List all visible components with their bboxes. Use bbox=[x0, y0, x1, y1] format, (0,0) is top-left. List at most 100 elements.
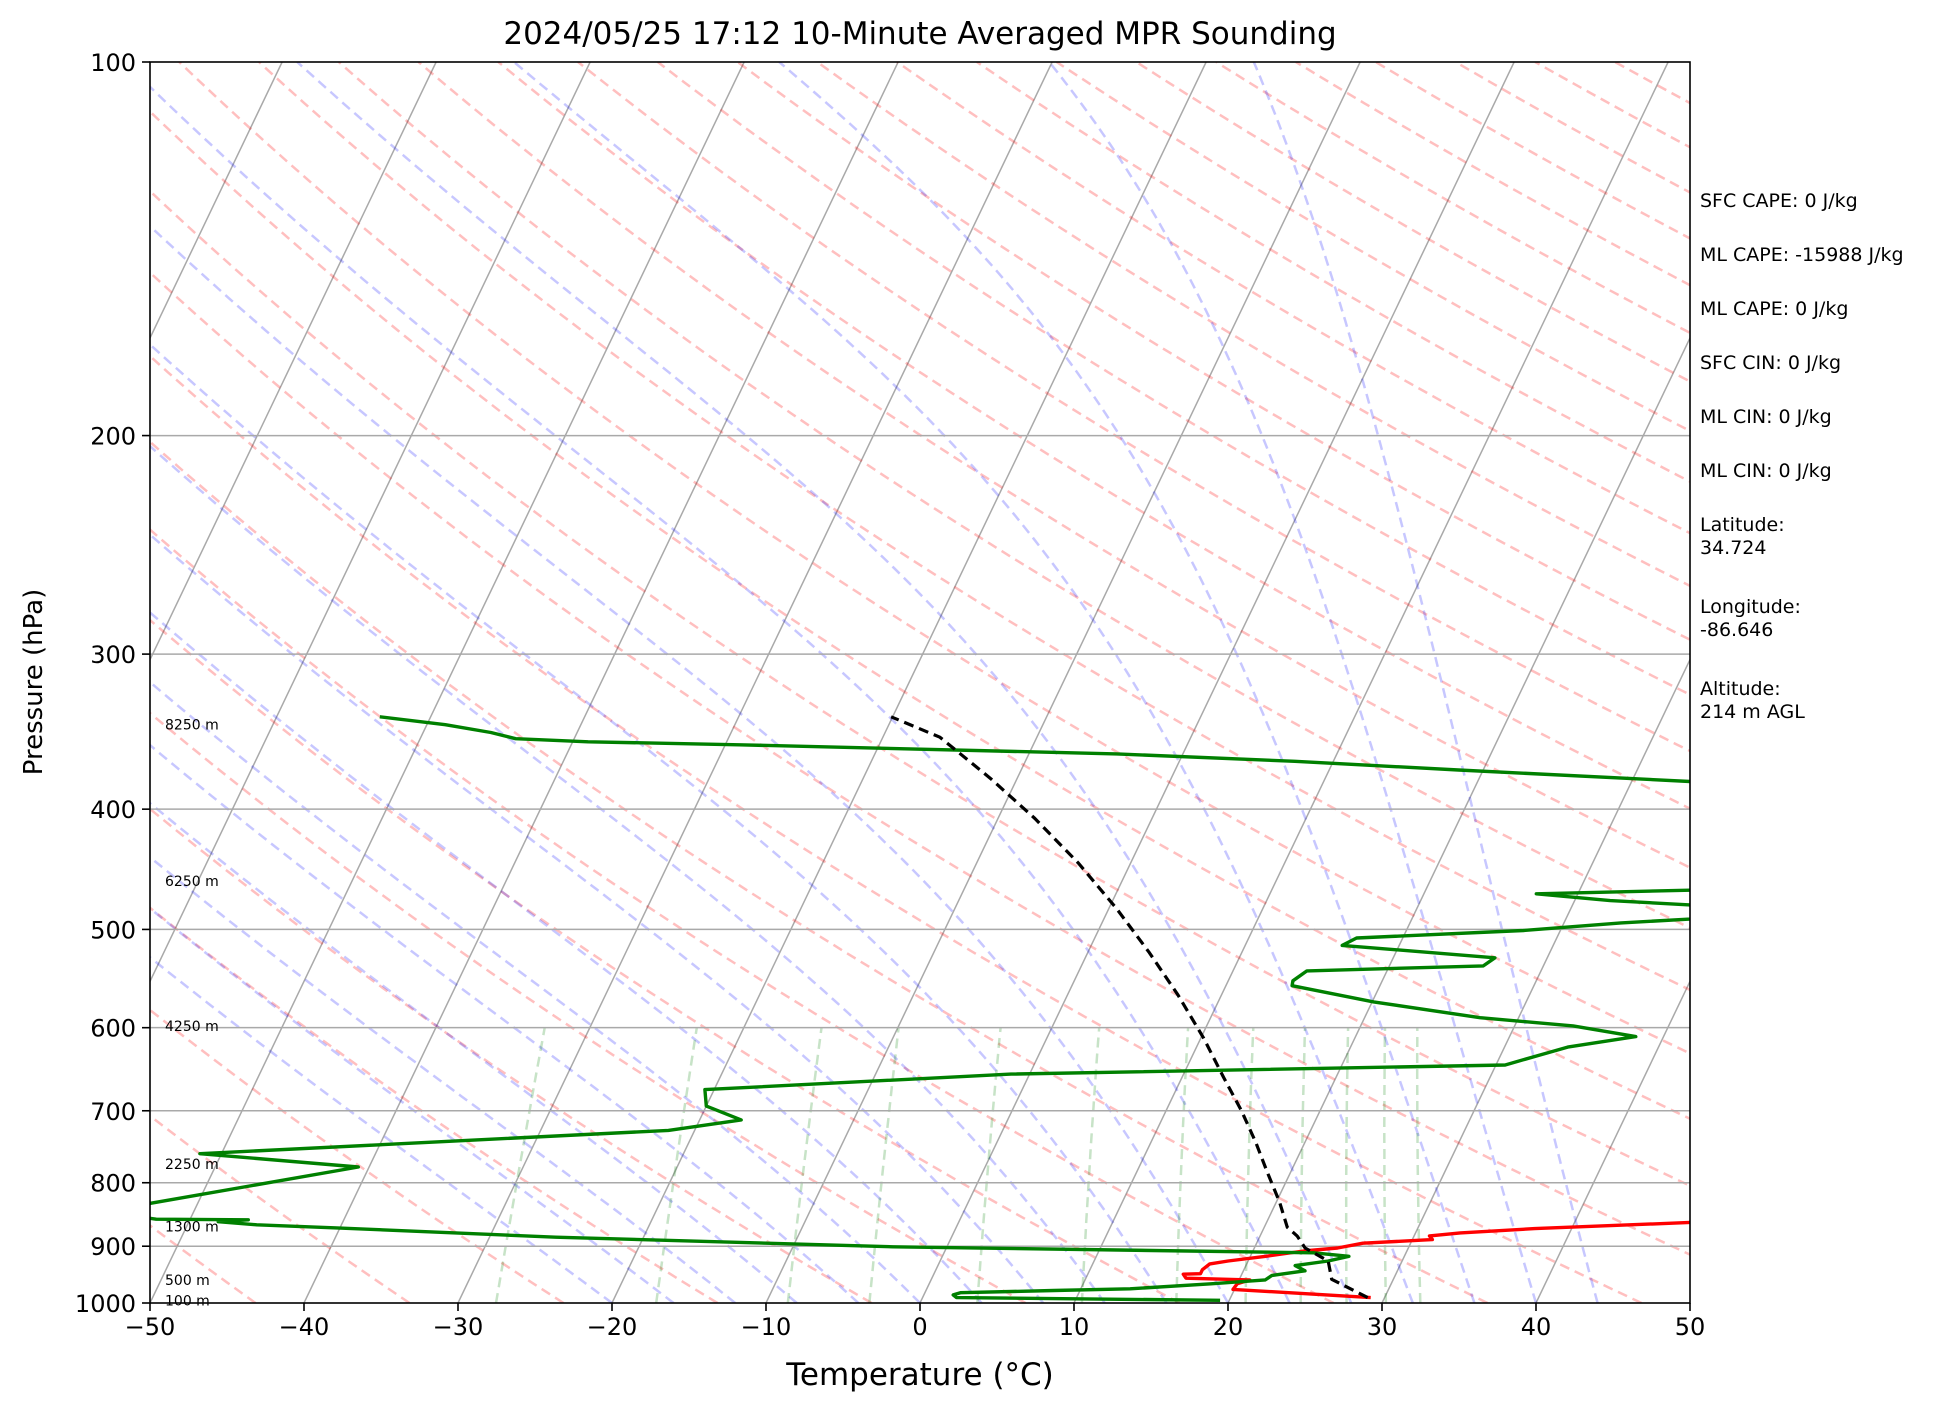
moist-adiabat bbox=[513, 62, 1414, 1303]
y-tick-label: 600 bbox=[90, 1015, 136, 1043]
x-tick-label: 20 bbox=[1213, 1313, 1244, 1341]
moist-adiabat bbox=[1252, 62, 1599, 1303]
x-tick-label: −50 bbox=[125, 1313, 176, 1341]
dry-adiabat bbox=[150, 1114, 411, 1303]
height-label: 4250 m bbox=[165, 1019, 219, 1035]
x-axis-label: Temperature (°C) bbox=[785, 1357, 1054, 1393]
isotherm-line bbox=[765, 62, 1361, 1303]
height-label: 8250 m bbox=[165, 718, 219, 734]
dry-adiabat bbox=[896, 62, 1690, 535]
dry-adiabat bbox=[1215, 62, 1690, 335]
isotherm-line bbox=[1381, 657, 1690, 1303]
height-label: 6250 m bbox=[165, 874, 219, 890]
dry-adiabat bbox=[150, 711, 1027, 1303]
height-label: 1300 m bbox=[165, 1220, 219, 1236]
y-axis: 100 200 300 400 500 600 700 800 900 1000 bbox=[75, 49, 150, 1318]
info-item: Altitude: 214 m AGL bbox=[1700, 678, 1805, 723]
height-label: 500 m bbox=[165, 1273, 210, 1289]
x-tick-label: −20 bbox=[587, 1313, 638, 1341]
mixing-ratio-line bbox=[868, 1027, 900, 1303]
temperature-line bbox=[1181, 1220, 1690, 1300]
moist-adiabat bbox=[296, 62, 1353, 1303]
dry-adiabat bbox=[150, 354, 1643, 1303]
dry-adiabat bbox=[150, 109, 1690, 1121]
mixing-ratio-line bbox=[1244, 1027, 1255, 1303]
info-item: SFC CIN: 0 J/kg bbox=[1700, 352, 1842, 374]
series-layer bbox=[150, 715, 1690, 1302]
mixing-ratio-line bbox=[1383, 1027, 1388, 1303]
background-lines bbox=[150, 62, 1690, 1303]
isotherm-line bbox=[1073, 62, 1669, 1303]
dry-adiabat bbox=[657, 62, 1690, 697]
mixing-ratio-line bbox=[1415, 1027, 1422, 1303]
dry-adiabat bbox=[150, 527, 1335, 1303]
info-item: ML CAPE: 0 J/kg bbox=[1700, 298, 1849, 320]
moist-adiabat bbox=[150, 532, 1045, 1303]
isotherm-line bbox=[919, 62, 1515, 1303]
isotherm-line bbox=[1535, 979, 1690, 1303]
moist-adiabat bbox=[150, 801, 798, 1303]
isotherm-line bbox=[611, 62, 1207, 1303]
x-tick-label: 10 bbox=[1059, 1313, 1090, 1341]
info-item: SFC CAPE: 0 J/kg bbox=[1700, 190, 1858, 212]
y-tick-label: 300 bbox=[90, 641, 136, 669]
moist-adiabat bbox=[150, 855, 736, 1303]
dry-adiabat bbox=[150, 189, 1690, 1188]
height-labels: 100 m 500 m 1300 m 2250 m 4250 m 6250 m 8250 m bbox=[165, 718, 219, 1310]
height-label: 100 m bbox=[165, 1293, 210, 1309]
moist-adiabat bbox=[150, 342, 1168, 1303]
isobar-lines bbox=[150, 434, 1690, 1247]
dry-adiabat bbox=[258, 62, 1690, 992]
moist-adiabat bbox=[778, 62, 1476, 1303]
x-tick-label: 30 bbox=[1367, 1313, 1398, 1341]
isotherm-line bbox=[150, 62, 437, 662]
isotherm-line bbox=[457, 62, 1053, 1303]
x-tick-label: 40 bbox=[1521, 1313, 1552, 1341]
x-tick-label: 50 bbox=[1675, 1313, 1706, 1341]
dewpoint-line bbox=[150, 715, 1690, 1302]
y-tick-label: 1000 bbox=[75, 1290, 136, 1318]
moist-adiabat bbox=[150, 224, 1230, 1303]
mixing-ratio-line bbox=[494, 1027, 546, 1303]
mixing-ratio-line bbox=[1344, 1027, 1350, 1303]
y-tick-label: 100 bbox=[90, 49, 136, 77]
moist-adiabat bbox=[150, 444, 1106, 1303]
info-item: Longitude: -86.646 bbox=[1700, 596, 1801, 641]
moist-adiabat bbox=[1048, 62, 1538, 1303]
dry-adiabat bbox=[497, 62, 1690, 810]
mixing-ratio-line bbox=[654, 1027, 699, 1303]
y-tick-label: 500 bbox=[90, 916, 136, 944]
x-tick-label: −30 bbox=[433, 1313, 484, 1341]
moist-adiabat bbox=[150, 743, 860, 1303]
y-axis-label: Pressure (hPa) bbox=[19, 589, 49, 776]
isotherm-line bbox=[150, 62, 591, 984]
y-tick-label: 400 bbox=[90, 796, 136, 824]
isotherm-line bbox=[150, 62, 283, 340]
x-tick-label: −40 bbox=[279, 1313, 330, 1341]
info-item: ML CIN: 0 J/kg bbox=[1700, 460, 1832, 482]
x-tick-label: 0 bbox=[912, 1313, 927, 1341]
dry-adiabat bbox=[337, 62, 1690, 930]
dry-adiabat bbox=[1295, 62, 1690, 287]
y-tick-label: 900 bbox=[90, 1233, 136, 1261]
moist-adiabat bbox=[150, 680, 921, 1303]
dry-adiabat bbox=[150, 1008, 565, 1303]
dry-adiabat bbox=[150, 270, 1690, 1256]
dry-adiabat bbox=[976, 62, 1690, 483]
y-tick-label: 200 bbox=[90, 423, 136, 451]
moist-adiabat bbox=[150, 85, 1291, 1303]
mixing-ratio-line bbox=[976, 1027, 1002, 1303]
info-item: Latitude: 34.724 bbox=[1700, 514, 1785, 559]
parcel-profile-line bbox=[890, 715, 1369, 1300]
height-label: 2250 m bbox=[165, 1157, 219, 1173]
chart-title: 2024/05/25 17:12 10-Minute Averaged MPR … bbox=[503, 16, 1336, 52]
dry-adiabat bbox=[150, 807, 873, 1303]
y-tick-label: 700 bbox=[90, 1098, 136, 1126]
dry-adiabat bbox=[417, 62, 1690, 870]
mixing-ratio-line bbox=[1299, 1027, 1307, 1303]
dry-adiabat bbox=[150, 618, 1181, 1303]
info-item: ML CIN: 0 J/kg bbox=[1700, 406, 1832, 428]
x-axis: −50 −40 −30 −20 −10 0 10 20 30 40 50 bbox=[125, 1303, 1706, 1341]
mixing-ratio-line bbox=[1175, 1027, 1190, 1303]
